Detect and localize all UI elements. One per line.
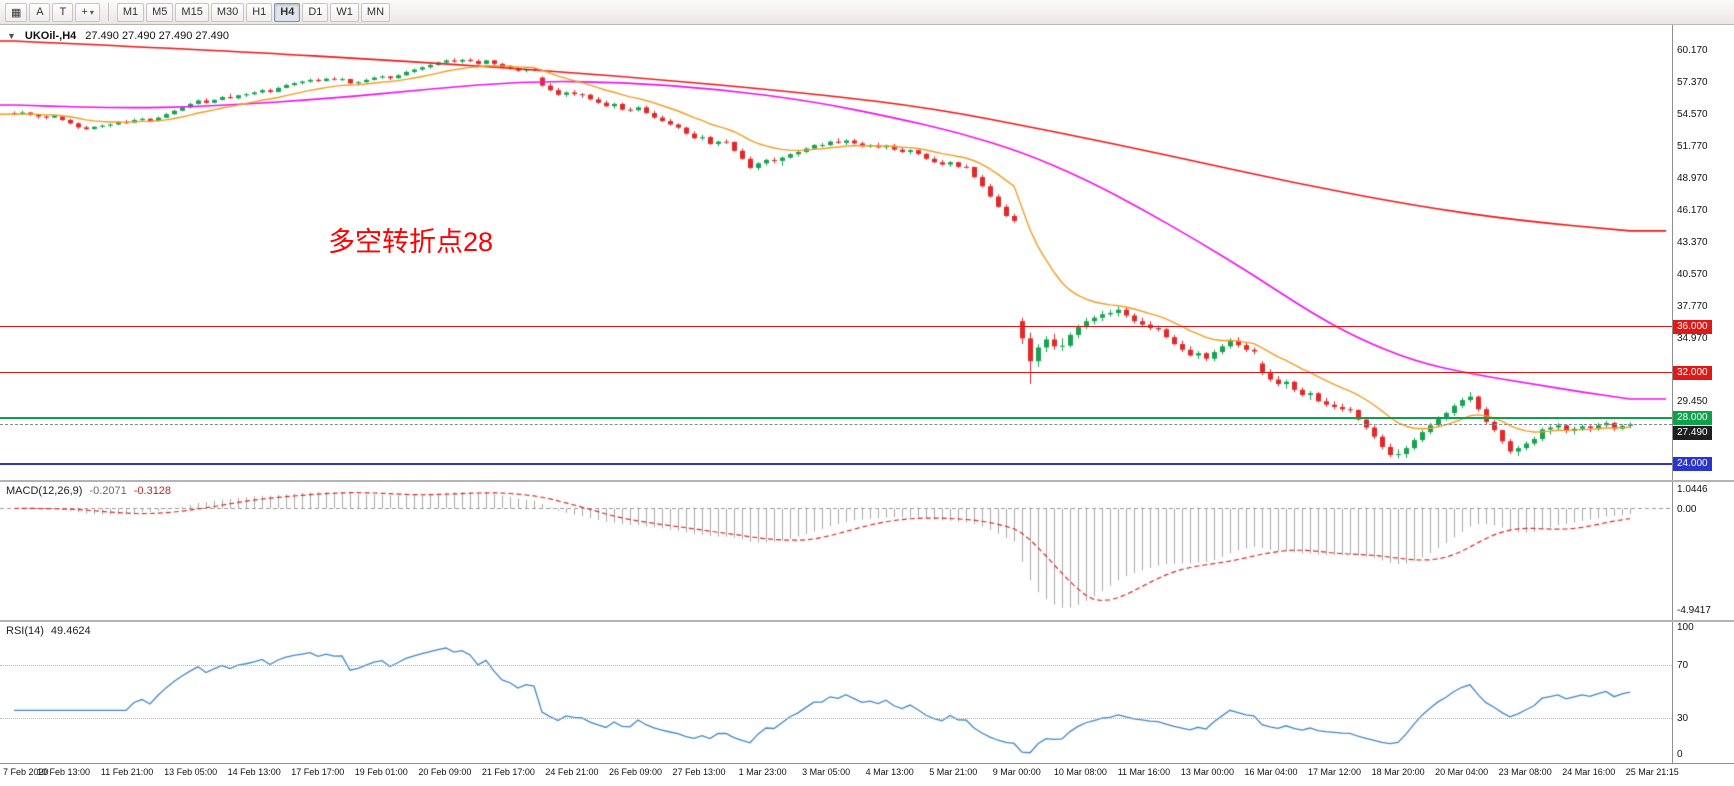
price-tick-label: 60.170	[1677, 44, 1708, 56]
price-level-line-24.000[interactable]	[0, 463, 1672, 466]
time-tick-label: 14 Feb 13:00	[227, 767, 281, 777]
current-price-badge: 27.490	[1673, 426, 1712, 441]
time-tick-label: 24 Mar 16:00	[1562, 767, 1616, 777]
panel-splitter-macd[interactable]	[0, 480, 1734, 482]
price-scale-border	[1672, 25, 1673, 763]
time-scale-border	[0, 763, 1734, 764]
current-price-line	[0, 424, 1672, 426]
text-a-tool-button[interactable]: A	[29, 2, 51, 22]
rsi-scale-70: 70	[1677, 660, 1689, 672]
price-scale[interactable]	[1672, 25, 1734, 763]
time-tick-label: 9 Mar 00:00	[992, 767, 1041, 777]
ohlc-values: 27.490 27.490 27.490 27.490	[85, 30, 230, 42]
rsi-level-line-70	[0, 665, 1672, 667]
symbol-name: UKOil-,H4	[24, 30, 77, 42]
time-tick-label: 19 Feb 01:00	[354, 767, 408, 777]
text-t-tool-button[interactable]: T	[52, 2, 74, 22]
price-level-badge-36.000: 36.000	[1673, 319, 1712, 334]
price-tick-label: 46.170	[1677, 204, 1708, 216]
time-tick-label: 20 Feb 09:00	[418, 767, 472, 777]
macd-indicator-label: MACD(12,26,9) -0.2071 -0.3128	[6, 485, 171, 497]
rsi-indicator-label: RSI(14) 49.4624	[6, 625, 91, 637]
time-tick-label: 4 Mar 13:00	[865, 767, 914, 777]
time-tick-label: 23 Mar 08:00	[1498, 767, 1552, 777]
price-tick-label: 34.970	[1677, 332, 1708, 344]
toolbar: ▦ A T + ▾ M1 M5 M15 M30 H1 H4 D1 W1 MN	[0, 0, 1734, 25]
time-tick-label: 20 Mar 04:00	[1435, 767, 1489, 777]
price-tick-label: 57.370	[1677, 76, 1708, 88]
time-tick-label: 17 Mar 12:00	[1308, 767, 1362, 777]
macd-scale-zero: 0.00	[1677, 503, 1697, 515]
time-tick-label: 3 Mar 05:00	[802, 767, 851, 777]
time-tick-label: 17 Feb 17:00	[291, 767, 345, 777]
grid-tool-button[interactable]: ▦	[5, 2, 28, 22]
time-tick-label: 26 Feb 09:00	[608, 767, 663, 777]
macd-scale-min: -4.9417	[1677, 605, 1711, 616]
time-tick-label: 11 Feb 21:00	[100, 767, 154, 777]
timeframe-m5-button[interactable]: M5	[146, 2, 174, 22]
time-tick-label: 13 Feb 05:00	[164, 767, 218, 777]
price-tick-label: 51.770	[1677, 140, 1708, 152]
price-tick-label: 54.570	[1677, 108, 1708, 120]
toolbar-timeframes-group: M1 M5 M15 M30 H1 H4 D1 W1 MN	[116, 2, 391, 22]
toolbar-separator	[107, 3, 109, 21]
macd-scale-max: 1.0446	[1677, 484, 1708, 495]
timeframe-d1-button[interactable]: D1	[302, 2, 329, 22]
rsi-level-line-30	[0, 717, 1672, 719]
rsi-value: 49.4624	[50, 625, 91, 637]
annotation-text[interactable]: 多空转折点28	[328, 227, 494, 257]
time-tick-label: 27 Feb 13:00	[672, 767, 726, 777]
symbol-ohlc-label: ▼ UKOil-,H4 27.490 27.490 27.490 27.490	[7, 30, 229, 42]
price-tick-label: 29.450	[1677, 395, 1708, 407]
rsi-scale-100: 100	[1677, 622, 1694, 633]
time-tick-label: 10 Feb 13:00	[37, 767, 91, 777]
panel-splitter-rsi[interactable]	[0, 620, 1734, 622]
rsi-scale-30: 30	[1677, 712, 1689, 724]
rsi-scale-0: 0	[1677, 749, 1683, 760]
timeframe-mn-button[interactable]: MN	[360, 2, 391, 22]
price-tick-label: 48.970	[1677, 172, 1708, 184]
timeframe-h4-button[interactable]: H4	[274, 2, 301, 22]
time-tick-label: 1 Mar 23:00	[738, 767, 787, 777]
time-tick-label: 5 Mar 21:00	[929, 767, 978, 777]
cursor-tool-button[interactable]: + ▾	[75, 2, 100, 22]
time-tick-label: 13 Mar 00:00	[1180, 767, 1234, 777]
price-level-line-36.000[interactable]	[0, 326, 1672, 328]
macd-value-main: -0.2071	[89, 485, 127, 497]
macd-value-signal: -0.3128	[133, 485, 172, 497]
price-level-badge-24.000: 24.000	[1673, 457, 1712, 472]
macd-name: MACD(12,26,9)	[6, 485, 83, 497]
time-tick-label: 25 Mar 21:15	[1625, 767, 1679, 777]
toolbar-tools-group: ▦ A T + ▾	[5, 2, 100, 22]
timeframe-m1-button[interactable]: M1	[116, 2, 145, 22]
dropdown-arrow-icon: ▾	[89, 7, 94, 17]
price-level-line-32.000[interactable]	[0, 372, 1672, 374]
timeframe-h1-button[interactable]: H1	[246, 2, 273, 22]
timeframe-m30-button[interactable]: M30	[210, 2, 245, 22]
price-tick-label: 37.770	[1677, 300, 1708, 312]
price-tick-label: 40.570	[1677, 268, 1708, 280]
price-tick-label: 43.370	[1677, 236, 1708, 248]
time-tick-label: 18 Mar 20:00	[1371, 767, 1425, 777]
timeframe-w1-button[interactable]: W1	[330, 2, 359, 22]
time-tick-label: 24 Feb 21:00	[545, 767, 599, 777]
time-tick-label: 16 Mar 04:00	[1244, 767, 1298, 777]
time-tick-label: 11 Mar 16:00	[1117, 767, 1171, 777]
rsi-name: RSI(14)	[6, 625, 44, 637]
timeframe-m15-button[interactable]: M15	[175, 2, 209, 22]
collapse-objects-button[interactable]: ▼	[7, 31, 16, 41]
time-tick-label: 10 Mar 08:00	[1053, 767, 1107, 777]
price-level-badge-32.000: 32.000	[1673, 365, 1712, 380]
price-level-badge-28.000: 28.000	[1673, 411, 1712, 426]
time-tick-label: 21 Feb 17:00	[481, 767, 535, 777]
price-level-line-28.000[interactable]	[0, 417, 1672, 420]
time-tick-label: 7 Feb 2020	[3, 767, 49, 777]
